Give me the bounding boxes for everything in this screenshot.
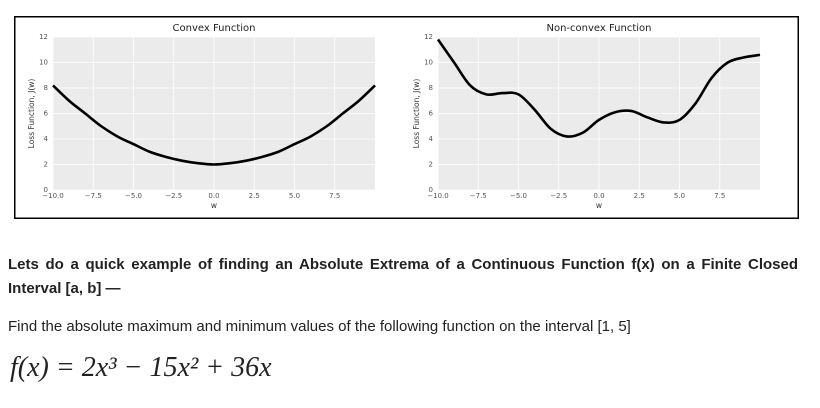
y-tick-label: 10 <box>424 59 433 67</box>
y-tick-label: 12 <box>424 33 433 41</box>
y-tick-label: 0 <box>44 186 48 194</box>
y-tick-label: 6 <box>44 110 49 118</box>
paragraph: Find the absolute maximum and minimum va… <box>8 318 631 335</box>
figure: 0 2 4 6 8 10 12 −10.0 −7.5 −5.0 −2.5 0.0 2.5 5.0 7.5 Co… <box>14 16 799 219</box>
x-tick-label: −2.5 <box>550 192 567 200</box>
y-tick-label: 8 <box>44 84 48 92</box>
heading: Lets do a quick example of finding an Ab… <box>8 256 798 297</box>
x-tick-label: 7.5 <box>714 192 725 200</box>
formula: f(x) = 2x³ − 15x² + 36x <box>10 352 272 383</box>
x-tick-label: −10.0 <box>427 192 448 200</box>
y-tick-label: 2 <box>429 161 433 169</box>
y-tick-label: 2 <box>44 161 48 169</box>
x-tick-label: 2.5 <box>634 192 645 200</box>
y-axis-label: Loss Function, J(w) <box>27 79 36 149</box>
chart-title: Non-convex Function <box>546 23 651 34</box>
y-tick-label: 6 <box>429 110 434 118</box>
y-tick-label: 8 <box>429 84 433 92</box>
x-tick-label: 0.0 <box>208 192 219 200</box>
x-tick-label: −5.0 <box>125 192 142 200</box>
y-tick-label: 12 <box>39 33 48 41</box>
x-tick-label: 2.5 <box>249 192 260 200</box>
x-axis-label: w <box>211 201 217 210</box>
x-tick-label: 0.0 <box>593 192 604 200</box>
x-axis-label: w <box>596 201 602 210</box>
y-tick-label: 4 <box>44 135 49 143</box>
line <box>436 38 761 138</box>
line <box>52 84 376 166</box>
x-tick-label: −2.5 <box>165 192 182 200</box>
y-axis-label: Loss Function, J(w) <box>412 79 421 149</box>
x-tick-label: −7.5 <box>470 192 487 200</box>
x-tick-label: 5.0 <box>674 192 685 200</box>
x-tick-label: 5.0 <box>289 192 300 200</box>
chart-title: Convex Function <box>173 23 256 34</box>
y-tick-label: 0 <box>429 186 433 194</box>
y-tick-label: 10 <box>39 59 48 67</box>
x-tick-label: −10.0 <box>42 192 63 200</box>
x-tick-label: −5.0 <box>510 192 527 200</box>
x-tick-label: 7.5 <box>329 192 340 200</box>
y-tick-label: 4 <box>429 135 434 143</box>
x-tick-label: −7.5 <box>85 192 102 200</box>
